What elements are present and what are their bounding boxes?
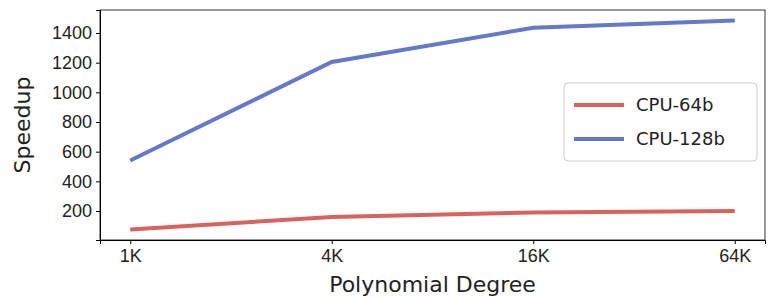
legend: CPU-64b CPU-128b xyxy=(564,83,757,161)
y-tick: 1000 xyxy=(52,83,100,103)
y-tick-mark xyxy=(96,63,100,64)
y-tick: 800 xyxy=(62,112,100,132)
x-tick: 64K xyxy=(719,240,751,266)
x-tick-mark xyxy=(735,240,736,244)
y-axis-line xyxy=(96,11,101,241)
x-tick-label: 1K xyxy=(120,246,142,266)
y-tick-mark xyxy=(96,122,100,123)
y-tick-mark xyxy=(96,152,100,153)
x-tick-mark xyxy=(533,240,534,244)
x-axis-line xyxy=(101,241,766,245)
legend-label: CPU-128b xyxy=(636,128,725,149)
y-tick-label: 400 xyxy=(62,172,92,192)
y-tick-label: 600 xyxy=(62,142,92,162)
y-tick-label: 200 xyxy=(62,201,92,221)
plot-frame xyxy=(100,10,765,240)
y-tick-mark xyxy=(96,181,100,182)
series-line xyxy=(130,211,735,230)
x-tick-label: 64K xyxy=(719,246,751,266)
y-tick-label: 1000 xyxy=(52,83,92,103)
chart: 200 400 600 800 1000 1200 1400 1K 4K 16K 64K Polyno… xyxy=(0,0,780,300)
x-tick-label: 16K xyxy=(518,246,550,266)
y-tick-label: 1400 xyxy=(52,23,92,43)
legend-label: CPU-64b xyxy=(636,94,713,115)
y-tick-label: 1200 xyxy=(52,53,92,73)
x-tick-mark xyxy=(130,240,131,244)
y-tick-mark xyxy=(96,92,100,93)
x-tick-label: 4K xyxy=(321,246,343,266)
legend-swatch xyxy=(574,137,624,141)
y-tick: 400 xyxy=(62,172,100,192)
y-tick: 1400 xyxy=(52,23,100,43)
x-tick: 16K xyxy=(518,240,550,266)
x-tick-mark xyxy=(332,240,333,244)
x-tick: 4K xyxy=(321,240,343,266)
y-tick: 200 xyxy=(62,201,100,221)
legend-swatch xyxy=(574,103,624,107)
x-tick: 1K xyxy=(120,240,142,266)
y-axis: 200 400 600 800 1000 1200 1400 xyxy=(52,11,101,241)
y-tick: 600 xyxy=(62,142,100,162)
y-tick-mark xyxy=(96,211,100,212)
y-tick-label: 800 xyxy=(62,112,92,132)
x-axis-title: Polynomial Degree xyxy=(329,272,536,297)
y-tick-mark xyxy=(96,33,100,34)
x-axis: 1K 4K 16K 64K xyxy=(101,240,766,266)
legend-box xyxy=(564,83,757,161)
y-tick: 1200 xyxy=(52,53,100,73)
y-axis-title: Speedup xyxy=(10,77,35,174)
